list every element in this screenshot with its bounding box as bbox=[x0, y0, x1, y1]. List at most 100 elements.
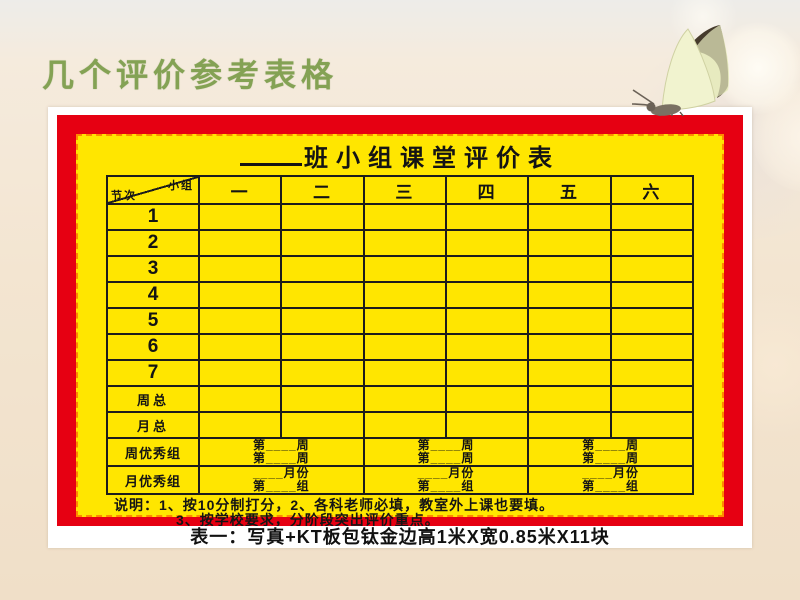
notes-line-1: 说明：1、按10分制打分，2、各科老师必填，教室外上课也要填。 bbox=[114, 497, 555, 513]
grid-cell bbox=[609, 255, 695, 283]
diagonal-label-groups: 小组 bbox=[168, 180, 194, 192]
month-best-cell: ____月份 第____组 bbox=[362, 465, 530, 495]
week-best-cell: 第____周 第____周 bbox=[527, 437, 694, 467]
table-row: 4 bbox=[106, 281, 695, 309]
grid-cell bbox=[527, 229, 612, 257]
row-header: 月优秀组 bbox=[106, 465, 200, 495]
grid-cell bbox=[197, 307, 283, 335]
grid-cell bbox=[609, 203, 695, 231]
table-row-week-total: 周总 bbox=[106, 385, 695, 413]
grid-cell bbox=[197, 255, 283, 283]
table-row: 6 bbox=[106, 333, 695, 361]
column-header: 二 bbox=[280, 175, 365, 205]
butterfly-icon bbox=[631, 25, 730, 116]
grid-cell bbox=[197, 203, 283, 231]
column-header: 一 bbox=[197, 175, 283, 205]
grid-cell bbox=[527, 359, 612, 387]
row-header: 周总 bbox=[106, 385, 200, 413]
evaluation-table: 小组 节次 一 二 三 四 五 六 1 2 bbox=[106, 175, 695, 495]
grid-cell bbox=[197, 229, 283, 257]
grid-cell bbox=[444, 229, 530, 257]
poster-photo: 班小组课堂评价表 小组 节次 一 二 三 四 五 六 bbox=[48, 107, 752, 548]
grid-cell bbox=[362, 411, 447, 439]
grid-cell bbox=[280, 333, 365, 361]
grid-cell bbox=[280, 203, 365, 231]
grid-cell bbox=[197, 333, 283, 361]
grid-cell bbox=[197, 359, 283, 387]
grid-cell bbox=[444, 307, 530, 335]
table-row: 5 bbox=[106, 307, 695, 335]
poster-yellow-field: 班小组课堂评价表 小组 节次 一 二 三 四 五 六 bbox=[76, 134, 724, 528]
diagonal-header-cell: 小组 节次 bbox=[106, 175, 200, 205]
table-row-week-best: 周优秀组 第____周 第____周 第____周 第____周 第____周 … bbox=[106, 437, 694, 467]
column-header: 四 bbox=[444, 175, 530, 205]
grid-cell bbox=[527, 333, 612, 361]
grid-cell bbox=[527, 281, 612, 309]
slide-title: 几个评价参考表格 bbox=[42, 57, 339, 93]
poster-red-border: 班小组课堂评价表 小组 节次 一 二 三 四 五 六 bbox=[57, 115, 743, 528]
grid-cell bbox=[362, 359, 447, 387]
grid-cell bbox=[280, 281, 365, 309]
grid-cell bbox=[444, 411, 530, 439]
week-best-cell: 第____周 第____周 bbox=[362, 437, 530, 467]
grid-cell bbox=[444, 333, 530, 361]
grid-cell bbox=[362, 281, 447, 309]
row-header: 1 bbox=[106, 203, 200, 231]
table-row: 7 bbox=[106, 359, 695, 387]
grid-cell bbox=[280, 359, 365, 387]
grid-cell bbox=[609, 307, 695, 335]
grid-cell bbox=[280, 255, 365, 283]
diagonal-label-periods: 节次 bbox=[111, 190, 137, 202]
table-row: 2 bbox=[106, 229, 695, 257]
poster-notes: 说明：1、按10分制打分，2、各科老师必填，教室外上课也要填。 3、按学校要求，… bbox=[78, 498, 722, 528]
month-best-cell: ____月份 第____组 bbox=[198, 465, 365, 495]
table-header-row: 小组 节次 一 二 三 四 五 六 bbox=[106, 175, 695, 205]
table-row: 3 bbox=[106, 255, 695, 283]
blank-line bbox=[240, 143, 302, 166]
grid-cell bbox=[280, 229, 365, 257]
row-header: 5 bbox=[106, 307, 200, 335]
grid-cell bbox=[527, 307, 612, 335]
grid-cell bbox=[444, 203, 530, 231]
grid-cell bbox=[362, 385, 447, 413]
row-header: 2 bbox=[106, 229, 200, 257]
grid-cell bbox=[527, 255, 612, 283]
row-header: 6 bbox=[106, 333, 200, 361]
grid-cell bbox=[362, 229, 447, 257]
grid-cell bbox=[444, 359, 530, 387]
grid-cell bbox=[280, 411, 365, 439]
month-best-cell: ____月份 第____组 bbox=[527, 465, 694, 495]
grid-cell bbox=[362, 203, 447, 231]
row-header: 7 bbox=[106, 359, 200, 387]
photo-caption: 表一：写真+KT板包钛金边高1米X宽0.85米X11块 bbox=[48, 526, 752, 548]
grid-cell bbox=[609, 385, 695, 413]
column-header: 三 bbox=[362, 175, 447, 205]
grid-cell bbox=[197, 411, 283, 439]
row-header: 4 bbox=[106, 281, 200, 309]
grid-cell bbox=[609, 281, 695, 309]
week-best-cell: 第____周 第____周 bbox=[198, 437, 365, 467]
grid-cell bbox=[527, 203, 612, 231]
grid-cell bbox=[197, 385, 283, 413]
row-header: 月总 bbox=[106, 411, 200, 439]
grid-cell bbox=[609, 411, 695, 439]
grid-cell bbox=[444, 385, 530, 413]
column-header: 五 bbox=[527, 175, 612, 205]
grid-cell bbox=[609, 229, 695, 257]
grid-cell bbox=[362, 255, 447, 283]
column-header: 六 bbox=[609, 175, 695, 205]
grid-cell bbox=[280, 385, 365, 413]
table-row-month-best: 月优秀组 ____月份 第____组 ____月份 第____组 ____月份 … bbox=[106, 465, 694, 495]
grid-cell bbox=[527, 411, 612, 439]
grid-cell bbox=[280, 307, 365, 335]
grid-cell bbox=[527, 385, 612, 413]
grid-cell bbox=[444, 281, 530, 309]
row-header: 周优秀组 bbox=[106, 437, 200, 467]
grid-cell bbox=[609, 359, 695, 387]
notes-line-2: 3、按学校要求，分阶段突出评价重点。 bbox=[176, 512, 440, 528]
table-row: 1 bbox=[106, 203, 695, 231]
grid-cell bbox=[609, 333, 695, 361]
grid-cell bbox=[197, 281, 283, 309]
table-row-month-total: 月总 bbox=[106, 411, 695, 439]
grid-cell bbox=[362, 307, 447, 335]
